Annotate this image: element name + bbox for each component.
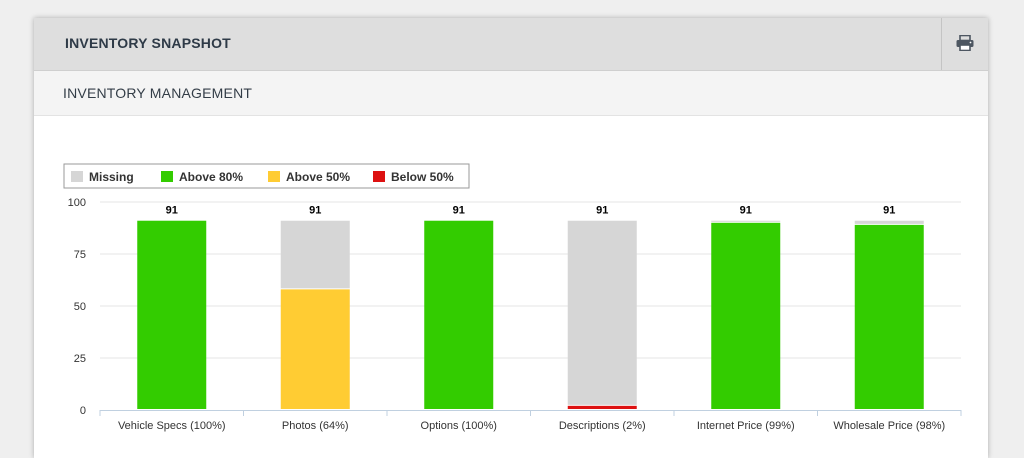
legend-swatch-above_80[interactable] [161, 171, 173, 182]
print-button[interactable] [941, 18, 988, 70]
section-bar: INVENTORY MANAGEMENT [34, 71, 988, 116]
inventory-bar-chart: Missing Above 80% Above 50% Below 50% 0 25 50 7… [63, 163, 962, 432]
bar-segment-below_50[interactable] [567, 405, 637, 409]
legend-label-below_50[interactable]: Below 50% [391, 170, 454, 184]
bar-segment-missing[interactable] [711, 220, 781, 222]
y-tick-label: 50 [74, 301, 86, 313]
legend-swatch-above_50[interactable] [268, 171, 280, 182]
bar-total-label: 91 [883, 205, 895, 217]
legend-label-above_80[interactable]: Above 80% [179, 170, 243, 184]
x-category-label: Options (100%) [421, 420, 497, 432]
print-icon [956, 35, 974, 51]
bar-segment-missing[interactable] [280, 220, 350, 289]
y-tick-label: 100 [68, 197, 86, 209]
bar-total-label: 91 [166, 205, 178, 217]
legend-label-missing[interactable]: Missing [89, 170, 134, 184]
bar-segment-missing[interactable] [567, 220, 637, 405]
bar-segment-above_50[interactable] [280, 289, 350, 409]
section-title: INVENTORY MANAGEMENT [63, 85, 253, 101]
bar-segment-above_80[interactable] [711, 222, 781, 409]
bar-total-label: 91 [596, 205, 608, 217]
legend-swatch-missing[interactable] [71, 171, 83, 182]
bar-total-label: 91 [453, 205, 465, 217]
bar-segment-above_80[interactable] [854, 224, 924, 409]
x-category-label: Wholesale Price (98%) [833, 420, 945, 432]
bar-total-label: 91 [309, 205, 321, 217]
x-category-label: Photos (64%) [282, 420, 349, 432]
inventory-snapshot-panel: INVENTORY SNAPSHOT INVENTORY MANAGEMENT … [34, 18, 988, 458]
chart-legend [63, 163, 470, 189]
y-tick-label: 75 [74, 249, 86, 261]
bar-segment-above_80[interactable] [424, 220, 494, 409]
bar-segment-missing[interactable] [854, 220, 924, 224]
panel-title: INVENTORY SNAPSHOT [65, 35, 231, 51]
y-tick-label: 0 [80, 405, 86, 417]
x-category-label: Internet Price (99%) [697, 420, 795, 432]
x-category-label: Descriptions (2%) [559, 420, 646, 432]
x-category-label: Vehicle Specs (100%) [118, 420, 226, 432]
bar-total-label: 91 [740, 205, 752, 217]
panel-header: INVENTORY SNAPSHOT [34, 18, 988, 71]
legend-label-above_50[interactable]: Above 50% [286, 170, 350, 184]
legend-swatch-below_50[interactable] [373, 171, 385, 182]
bar-segment-above_80[interactable] [137, 220, 207, 409]
y-tick-label: 25 [74, 353, 86, 365]
